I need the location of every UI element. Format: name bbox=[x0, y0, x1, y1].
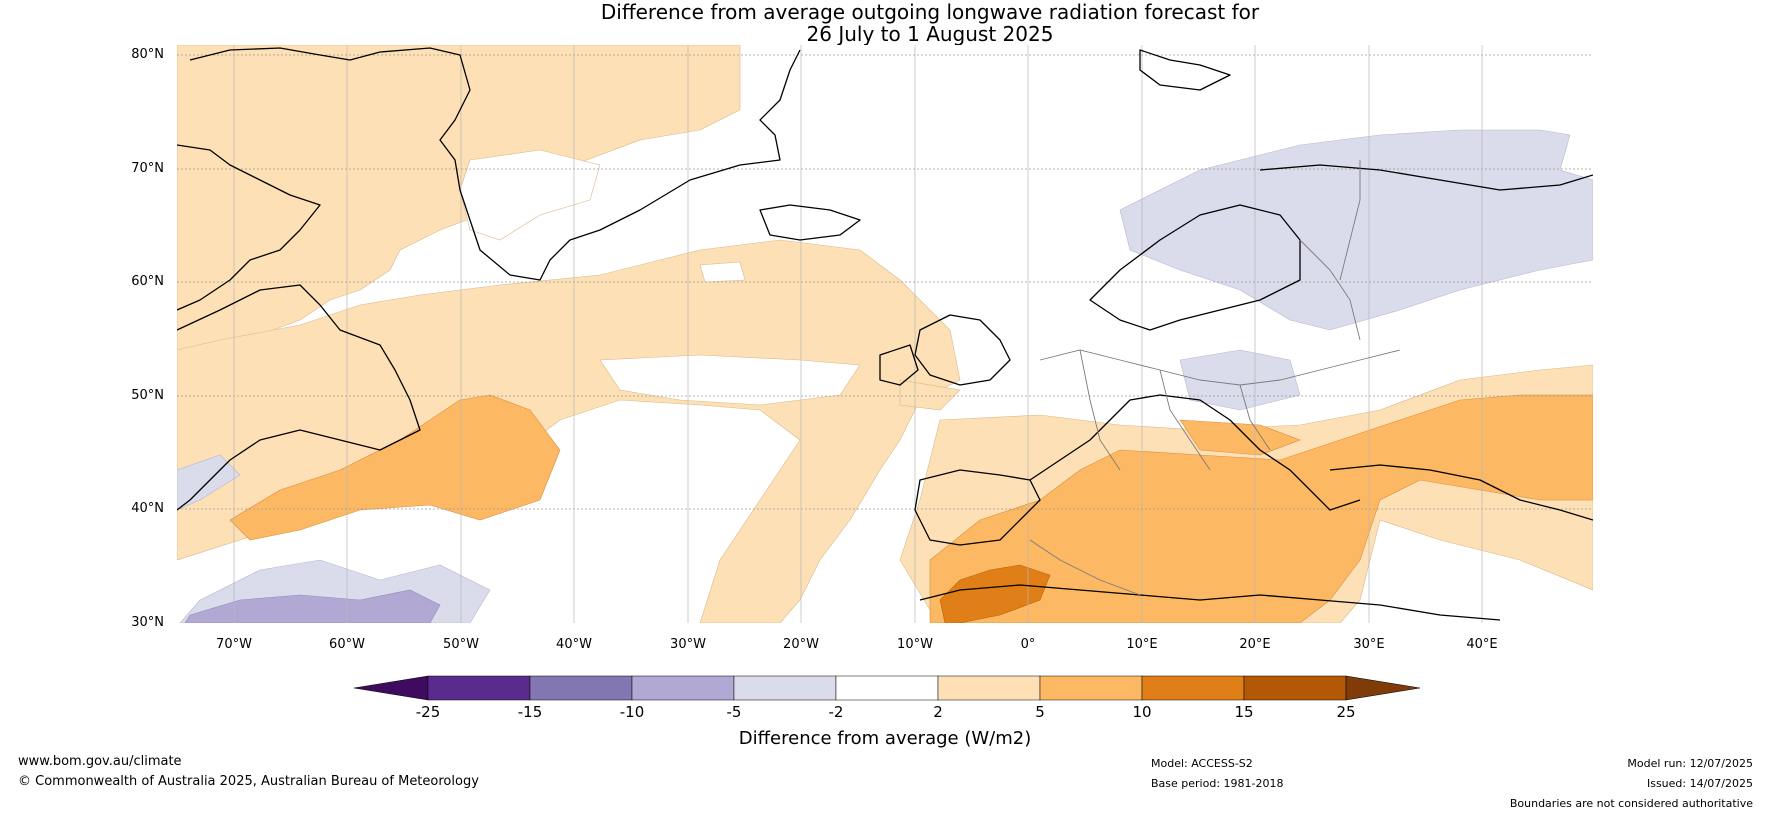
country-border bbox=[1339, 160, 1361, 281]
north-africa-coast bbox=[919, 584, 1501, 621]
country-border bbox=[1159, 369, 1211, 471]
model-run-label: Model run: 12/07/2025 bbox=[1627, 757, 1753, 770]
colorbar-segment bbox=[937, 675, 1041, 701]
colorbar bbox=[353, 675, 1421, 701]
lon-label: 40°W bbox=[556, 637, 592, 652]
colorbar-tick-label: -5 bbox=[726, 703, 742, 721]
colorbar-tick-label: 5 bbox=[1035, 703, 1045, 721]
website-link[interactable]: www.bom.gov.au/climate bbox=[18, 754, 182, 769]
iberia-coast bbox=[914, 469, 1041, 546]
boundaries-disclaimer: Boundaries are not considered authoritat… bbox=[1509, 797, 1753, 810]
lat-label: 40°N bbox=[131, 501, 164, 516]
lon-label: 20°E bbox=[1239, 637, 1271, 652]
europe-south-coast bbox=[1029, 394, 1361, 511]
lat-label: 50°N bbox=[131, 388, 164, 403]
lon-label: 70°W bbox=[216, 637, 252, 652]
lon-label: 40°E bbox=[1466, 637, 1498, 652]
anomaly-region bbox=[1179, 419, 1301, 456]
colorbar-title: Difference from average (W/m2) bbox=[738, 728, 1032, 749]
map-area bbox=[177, 45, 1593, 623]
lon-label: 50°W bbox=[443, 637, 479, 652]
coastlines bbox=[177, 47, 1593, 621]
lat-label: 30°N bbox=[131, 615, 164, 630]
colorbar-tick-label: 25 bbox=[1336, 703, 1356, 721]
greenland-coast bbox=[189, 47, 801, 281]
svalbard-coast bbox=[1139, 49, 1231, 91]
colorbar-segment bbox=[631, 675, 735, 701]
base-period-label: Base period: 1981-2018 bbox=[1151, 777, 1284, 790]
colorbar-tick-label: 10 bbox=[1132, 703, 1152, 721]
colorbar-segment bbox=[1243, 675, 1347, 701]
lon-label: 20°W bbox=[783, 637, 819, 652]
lon-label: 30°E bbox=[1353, 637, 1385, 652]
lon-label: 30°W bbox=[670, 637, 706, 652]
colorbar-segment bbox=[427, 675, 531, 701]
anomaly-neutral-holes bbox=[459, 149, 861, 406]
map-title-line-2: 26 July to 1 August 2025 bbox=[806, 22, 1054, 46]
colorbar-tick-label: -10 bbox=[619, 703, 645, 721]
issued-label: Issued: 14/07/2025 bbox=[1646, 777, 1753, 790]
black-sea-turkey-coast bbox=[1329, 464, 1593, 521]
anomaly-region bbox=[229, 394, 561, 541]
colorbar-tick-label: -25 bbox=[415, 703, 441, 721]
lon-label: 60°W bbox=[329, 637, 365, 652]
copyright-notice: © Commonwealth of Australia 2025, Austra… bbox=[18, 774, 479, 789]
ireland-coast bbox=[879, 344, 919, 386]
russia-arctic-coast bbox=[1259, 164, 1593, 191]
anomaly-region bbox=[1119, 129, 1593, 331]
country-border bbox=[1029, 539, 1141, 596]
country-border bbox=[1039, 349, 1401, 386]
colorbar-tick-label: -2 bbox=[828, 703, 844, 721]
canada-arctic-coast bbox=[177, 144, 321, 311]
country-border bbox=[1299, 239, 1361, 341]
lon-label: 10°W bbox=[897, 637, 933, 652]
anomaly-region bbox=[177, 454, 241, 511]
country-border bbox=[1079, 349, 1121, 471]
colorbar-tick-label: 2 bbox=[933, 703, 943, 721]
colorbar-extend-low bbox=[353, 675, 429, 701]
lon-label: 10°E bbox=[1126, 637, 1158, 652]
lat-label: 60°N bbox=[131, 274, 164, 289]
iceland-coast bbox=[759, 204, 861, 241]
neutral-region bbox=[599, 354, 861, 406]
anomaly-region bbox=[1179, 349, 1301, 411]
colorbar-segment bbox=[733, 675, 837, 701]
colorbar-segment bbox=[1039, 675, 1143, 701]
great-britain-coast bbox=[914, 314, 1011, 386]
colorbar-tick-label: -15 bbox=[517, 703, 543, 721]
anomaly-neg2-neg5-regions bbox=[177, 129, 1593, 623]
country-borders bbox=[1029, 160, 1401, 596]
colorbar-segment bbox=[1141, 675, 1245, 701]
neutral-region bbox=[459, 149, 601, 241]
colorbar-tick-label: 15 bbox=[1234, 703, 1254, 721]
scandinavia-coast bbox=[1089, 204, 1301, 331]
map-meridians bbox=[233, 45, 1483, 623]
anomaly-region bbox=[184, 589, 441, 623]
anomaly-neg5-neg10-regions bbox=[184, 589, 441, 623]
labrador-newfoundland-coast bbox=[177, 284, 421, 511]
map-graticule bbox=[177, 54, 1593, 510]
neutral-region bbox=[699, 261, 746, 283]
colorbar-extend-high bbox=[1345, 675, 1421, 701]
country-border bbox=[1239, 384, 1271, 451]
lon-label: 0° bbox=[1020, 637, 1036, 652]
map-title-line-1: Difference from average outgoing longwav… bbox=[600, 0, 1260, 24]
colorbar-segment bbox=[835, 675, 939, 701]
colorbar-segment bbox=[529, 675, 633, 701]
lat-label: 80°N bbox=[131, 47, 164, 62]
lat-label: 70°N bbox=[131, 161, 164, 176]
model-label: Model: ACCESS-S2 bbox=[1151, 757, 1253, 770]
